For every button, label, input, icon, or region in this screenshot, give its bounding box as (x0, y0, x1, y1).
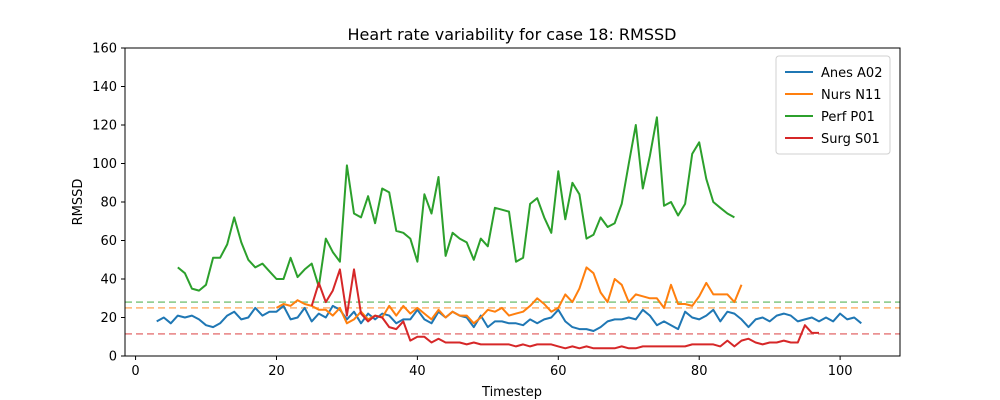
legend-label: Surg S01 (821, 132, 880, 147)
x-axis-label: Timestep (481, 385, 542, 400)
x-tick-label: 0 (131, 364, 139, 379)
y-axis: 0 20 40 60 80 100 120 140 160 (92, 42, 125, 365)
y-tick-label: 140 (92, 80, 117, 95)
y-tick-label: 120 (92, 119, 117, 134)
x-tick-label: 60 (550, 364, 567, 379)
legend-label: Nurs N11 (821, 88, 881, 103)
x-axis: 0 20 40 60 80 100 (131, 356, 853, 379)
y-tick-label: 80 (100, 196, 117, 211)
x-tick-label: 100 (828, 364, 853, 379)
legend-label: Perf P01 (821, 110, 875, 125)
reference-lines (125, 301, 900, 335)
x-tick-label: 80 (691, 364, 708, 379)
series-line-anes-a02 (156, 304, 862, 332)
y-tick-label: 0 (109, 350, 117, 365)
legend: Anes A02 Nurs N11 Perf P01 Surg S01 (775, 55, 891, 155)
series-lines (156, 116, 862, 350)
y-tick-label: 160 (92, 42, 117, 57)
series-line-surg-s01 (310, 268, 819, 350)
legend-label: Anes A02 (821, 66, 882, 81)
y-tick-label: 100 (92, 157, 117, 172)
y-tick-label: 60 (100, 234, 117, 249)
legend-box (775, 55, 891, 155)
series-line-nurs-n11 (276, 266, 743, 325)
y-tick-label: 20 (100, 311, 117, 326)
x-tick-label: 20 (268, 364, 285, 379)
chart-title: Heart rate variability for case 18: RMSS… (348, 25, 677, 44)
x-tick-label: 40 (409, 364, 426, 379)
y-axis-label: RMSSD (71, 179, 86, 226)
y-tick-label: 40 (100, 273, 117, 288)
series-line-perf-p01 (177, 116, 735, 292)
